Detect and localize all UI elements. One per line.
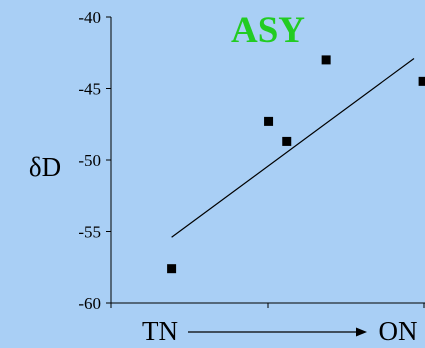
data-point-4 (418, 76, 425, 86)
x-arrow-head (356, 327, 367, 337)
data-point-3 (321, 55, 331, 65)
y-tick-labels: -40 -45 -50 -55 -60 (78, 8, 111, 313)
chart-title: ASY (231, 10, 305, 51)
trendline (171, 57, 415, 238)
x-end-label: ON (379, 316, 418, 346)
y-tick-label-0: -40 (78, 8, 101, 27)
axes (110, 17, 425, 308)
y-tick-label-3: -55 (78, 223, 101, 242)
y-tick-label-2: -50 (78, 151, 101, 170)
x-axis-label-group: TN ON (142, 316, 418, 346)
x-start-label: TN (142, 316, 178, 346)
trendline-group (171, 57, 415, 238)
data-points (167, 55, 425, 274)
data-point-2 (282, 136, 292, 146)
data-point-0 (167, 264, 177, 274)
data-point-1 (264, 116, 274, 126)
y-tick-label-1: -45 (78, 80, 101, 99)
y-axis-label: δD (29, 152, 61, 182)
y-tick-label-4: -60 (78, 294, 101, 313)
